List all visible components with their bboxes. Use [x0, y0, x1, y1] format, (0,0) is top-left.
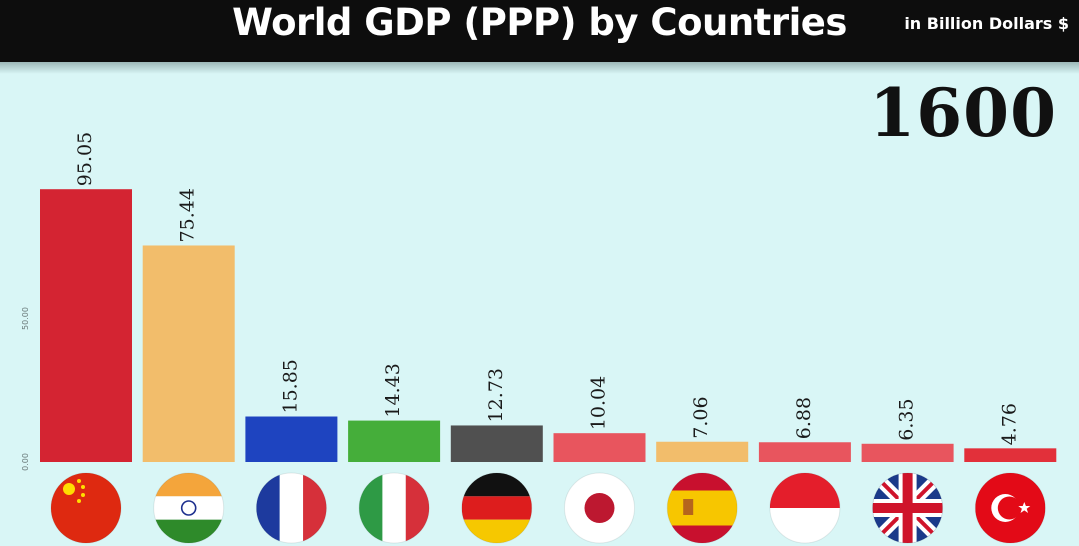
flag-sun	[584, 493, 615, 523]
bar-value-label: 14.43	[382, 363, 404, 417]
germany-flag-icon	[461, 472, 533, 544]
unit-label: in Billion Dollars $	[904, 14, 1069, 33]
flag-outline	[872, 472, 944, 544]
flag-star	[81, 493, 85, 497]
flag-body	[153, 473, 224, 543]
flag-crescent-cut	[997, 496, 1021, 520]
flag-stripe	[382, 473, 406, 543]
indonesia-flag-icon	[769, 472, 841, 544]
bar	[245, 416, 338, 462]
flag-body	[564, 473, 635, 543]
y-tick-label: 50.00	[21, 307, 30, 330]
flag-body	[256, 473, 327, 543]
flag-stripe	[51, 473, 121, 543]
flag-stripe	[769, 473, 840, 508]
bar-value-label: 75.44	[177, 188, 199, 242]
bar	[964, 448, 1057, 462]
flag-outline	[153, 472, 225, 544]
flag-star	[81, 485, 85, 489]
bar	[450, 425, 543, 462]
flag-stripe	[256, 473, 280, 543]
flag-cross-red	[872, 503, 943, 513]
flag-chakra	[180, 500, 197, 516]
flag-stripe	[667, 490, 738, 526]
flag-stripe	[279, 473, 304, 543]
flag-outline	[564, 472, 635, 544]
flag-star	[77, 499, 81, 503]
bar	[40, 189, 132, 463]
flag-outline	[461, 472, 533, 544]
flag-stripe	[153, 496, 224, 520]
flag-stripe	[461, 519, 532, 543]
bar-value-label: 95.05	[74, 132, 96, 186]
y-tick-label: 0.00	[21, 453, 30, 471]
flag-outline	[255, 472, 327, 544]
bar-value-label: 6.35	[896, 398, 918, 440]
turkey-flag-icon	[974, 472, 1046, 544]
flag-stripe	[461, 496, 532, 520]
bar-value-label: 15.85	[279, 359, 301, 413]
flag-emblem	[683, 499, 694, 515]
spain-flag-icon	[666, 472, 738, 544]
flag-body	[359, 473, 430, 543]
flag-stripe	[461, 473, 532, 497]
chart-title: World GDP (PPP) by Countries	[232, 1, 847, 44]
flag-stripe	[153, 473, 224, 497]
flag-body	[461, 473, 532, 543]
title-bar: World GDP (PPP) by Countries in Billion …	[0, 0, 1079, 74]
flag-stripe	[359, 473, 383, 543]
japan-flag-icon	[564, 472, 635, 544]
title-bar-shadow	[0, 62, 1079, 74]
bar	[656, 441, 749, 462]
china-flag-icon	[50, 472, 122, 544]
uk-flag-icon	[872, 472, 944, 544]
flag-outline	[769, 472, 841, 544]
flag-body	[872, 473, 943, 543]
france-flag-icon	[255, 472, 327, 544]
italy-flag-icon	[358, 472, 430, 544]
bar-value-label: 10.04	[588, 376, 610, 430]
flag-stripe	[667, 473, 738, 491]
flag-star	[63, 483, 75, 495]
flag-body	[975, 473, 1046, 543]
flag-stripe	[303, 473, 327, 543]
bar-value-label: 12.73	[485, 368, 507, 422]
flag-stripe	[405, 473, 430, 543]
flag-stripe	[769, 508, 840, 543]
flag-outline	[974, 472, 1046, 544]
india-flag-icon	[153, 472, 225, 544]
bar-value-label: 7.06	[690, 396, 712, 438]
flag-star	[77, 479, 81, 483]
bar-value-label: 4.76	[998, 403, 1020, 445]
flag-stripe	[667, 525, 738, 543]
year-label: 1600	[869, 74, 1057, 152]
flag-stripe	[153, 519, 224, 543]
flag-outline	[50, 472, 122, 544]
flag-star	[1018, 502, 1031, 513]
bar	[861, 443, 954, 462]
bar	[348, 420, 441, 462]
bar	[142, 245, 235, 462]
flag-outline	[358, 472, 430, 544]
flag-body	[51, 473, 121, 543]
flag-outline	[666, 472, 738, 544]
bar	[553, 433, 646, 462]
bar-value-label: 6.88	[793, 397, 815, 439]
bar	[758, 442, 851, 462]
